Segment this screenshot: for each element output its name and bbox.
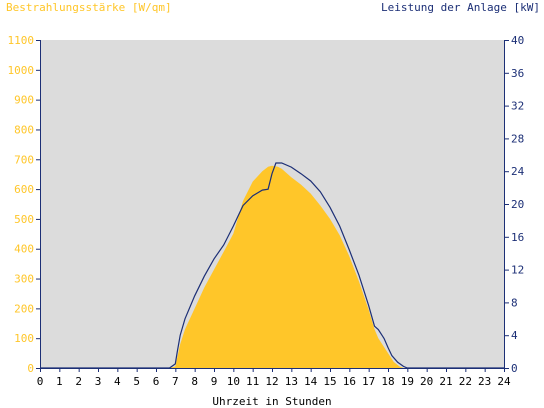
x-tick-label: 16: [343, 375, 356, 388]
x-tick-label: 4: [114, 375, 121, 388]
x-tick-label: 1: [56, 375, 63, 388]
right-tick-group: 0 4 8 12 16 20 24 28 32 36 40: [504, 34, 525, 375]
x-tick-label: 0: [37, 375, 44, 388]
right-tick-label: 28: [511, 132, 524, 145]
left-axis-title: Bestrahlungsstärke [W/qm]: [6, 1, 172, 14]
x-tick-label: 17: [362, 375, 375, 388]
x-tick-label: 23: [478, 375, 491, 388]
x-tick-group: 0 1 2 3 4 5 6 7 8 9 10 11 12 13 14 15 16 17 18 19 20 21 22 23 24: [37, 368, 511, 388]
x-tick-label: 6: [153, 375, 160, 388]
left-tick-label: 700: [14, 153, 34, 166]
x-tick-label: 24: [497, 375, 511, 388]
x-tick-label: 19: [401, 375, 414, 388]
x-axis-label: Uhrzeit in Stunden: [212, 395, 331, 408]
irradiance-area: [40, 165, 504, 368]
right-tick-label: 20: [511, 198, 524, 211]
left-tick-label: 500: [14, 213, 34, 226]
right-tick-label: 8: [511, 296, 518, 309]
x-tick-label: 7: [172, 375, 179, 388]
left-tick-label: 900: [14, 94, 34, 107]
left-tick-label: 400: [14, 243, 34, 256]
x-tick-label: 18: [381, 375, 394, 388]
left-tick-label: 600: [14, 183, 34, 196]
right-tick-label: 4: [511, 329, 518, 342]
left-tick-label: 0: [27, 362, 34, 375]
left-tick-label: 200: [14, 302, 34, 315]
left-tick-label: 100: [14, 332, 34, 345]
left-tick-label: 1100: [8, 34, 35, 47]
right-tick-label: 40: [511, 34, 524, 47]
x-tick-label: 12: [265, 375, 278, 388]
right-tick-label: 32: [511, 100, 524, 113]
right-tick-label: 16: [511, 231, 524, 244]
x-tick-label: 8: [191, 375, 198, 388]
right-tick-label: 24: [511, 165, 525, 178]
x-tick-label: 20: [420, 375, 433, 388]
x-tick-label: 3: [95, 375, 102, 388]
x-tick-label: 13: [285, 375, 298, 388]
x-tick-label: 11: [246, 375, 259, 388]
left-tick-label: 800: [14, 123, 34, 136]
right-tick-label: 36: [511, 67, 524, 80]
x-tick-label: 5: [133, 375, 140, 388]
x-tick-label: 10: [227, 375, 240, 388]
right-tick-label: 0: [511, 362, 518, 375]
x-tick-label: 14: [304, 375, 318, 388]
x-tick-label: 21: [439, 375, 452, 388]
x-tick-label: 15: [323, 375, 336, 388]
right-tick-label: 12: [511, 264, 524, 277]
power-line: [40, 162, 504, 369]
x-tick-label: 2: [75, 375, 82, 388]
left-tick-group: 0 100 200 300 400 500 600 700 800 900 1000 1100: [8, 34, 40, 375]
left-tick-label: 300: [14, 273, 34, 286]
x-tick-label: 22: [459, 375, 472, 388]
x-tick-label: 9: [211, 375, 218, 388]
right-axis-title: Leistung der Anlage [kW]: [381, 1, 540, 14]
left-tick-label: 1000: [8, 64, 35, 77]
